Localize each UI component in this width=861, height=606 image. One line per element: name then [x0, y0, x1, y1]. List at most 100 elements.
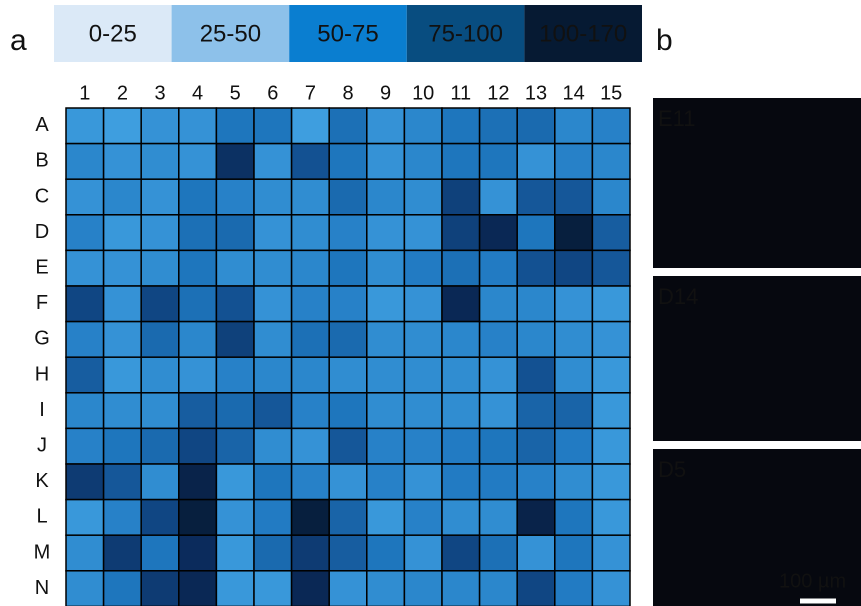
panel-label: a — [10, 24, 27, 57]
row-label: D — [35, 221, 49, 243]
column-label: 12 — [487, 82, 509, 104]
heatmap-cell — [442, 108, 480, 144]
heatmap-cell — [141, 108, 179, 144]
heatmap-cell — [179, 322, 217, 358]
heatmap-cell — [254, 250, 292, 286]
heatmap-cell — [216, 393, 254, 429]
heatmap-cell — [480, 428, 518, 464]
heatmap-cell — [367, 571, 405, 606]
heatmap-cell — [141, 322, 179, 358]
heatmap-cell — [404, 322, 442, 358]
heatmap-cell — [254, 428, 292, 464]
heatmap-cell — [329, 357, 367, 393]
heatmap-cell — [555, 535, 593, 571]
heatmap-cell — [66, 571, 104, 606]
heatmap-cell — [404, 179, 442, 215]
heatmap-cell — [66, 250, 104, 286]
heatmap-cell — [66, 215, 104, 251]
heatmap-cell — [555, 108, 593, 144]
image-label: E11 — [658, 106, 696, 131]
heatmap-cell — [367, 357, 405, 393]
heatmap-cell — [367, 322, 405, 358]
heatmap-cell — [216, 500, 254, 536]
heatmap-cell — [592, 571, 630, 606]
heatmap-cell — [216, 428, 254, 464]
heatmap-cell — [517, 393, 555, 429]
column-label: 14 — [562, 82, 584, 104]
heatmap-cell — [292, 286, 330, 322]
heatmap-cell — [442, 393, 480, 429]
heatmap-cell — [555, 322, 593, 358]
heatmap-cell — [592, 179, 630, 215]
heatmap-cell — [367, 286, 405, 322]
heatmap-cell — [329, 464, 367, 500]
heatmap-cell — [254, 500, 292, 536]
heatmap-cell — [442, 179, 480, 215]
heatmap-cell — [216, 250, 254, 286]
heatmap-cell — [404, 215, 442, 251]
heatmap-cell — [404, 357, 442, 393]
heatmap-cell — [555, 357, 593, 393]
row-label: F — [36, 292, 48, 314]
heatmap-cell — [555, 428, 593, 464]
heatmap-cell — [216, 535, 254, 571]
heatmap-cell — [141, 179, 179, 215]
figure: ab0-2525-5050-7575-100100-17012345678910… — [0, 0, 861, 606]
row-label: K — [35, 470, 49, 492]
heatmap-cell — [517, 571, 555, 606]
column-label: 10 — [412, 82, 434, 104]
heatmap-cell — [179, 464, 217, 500]
heatmap-cell — [104, 179, 142, 215]
heatmap-cell — [66, 500, 104, 536]
heatmap-cell — [292, 500, 330, 536]
heatmap-cell — [329, 250, 367, 286]
heatmap-cell — [442, 250, 480, 286]
legend-label: 100-170 — [539, 20, 627, 47]
heatmap-cell — [216, 357, 254, 393]
scale-bar-label: 100 µm — [779, 570, 846, 592]
heatmap-cell — [367, 108, 405, 144]
heatmap-cell — [179, 357, 217, 393]
column-label: 15 — [600, 82, 622, 104]
heatmap-cell — [329, 108, 367, 144]
row-label: A — [35, 114, 49, 136]
heatmap-cell — [592, 286, 630, 322]
heatmap-cell — [66, 108, 104, 144]
heatmap-cell — [592, 500, 630, 536]
row-label: C — [35, 185, 49, 207]
heatmap-cell — [329, 144, 367, 180]
heatmap-cell — [216, 322, 254, 358]
row-label: I — [39, 399, 45, 421]
heatmap-cell — [517, 215, 555, 251]
heatmap-cell — [517, 322, 555, 358]
heatmap-cell — [179, 500, 217, 536]
heatmap-cell — [104, 500, 142, 536]
heatmap-cell — [404, 571, 442, 606]
heatmap-cell — [292, 322, 330, 358]
heatmap-cell — [179, 535, 217, 571]
heatmap-cell — [179, 215, 217, 251]
heatmap-cell — [480, 286, 518, 322]
column-label: 11 — [450, 82, 471, 104]
heatmap-cell — [254, 286, 292, 322]
heatmap-cell — [367, 393, 405, 429]
heatmap-cell — [66, 179, 104, 215]
heatmap-cell — [442, 215, 480, 251]
heatmap-cell — [292, 250, 330, 286]
heatmap-cell — [442, 535, 480, 571]
row-label: B — [35, 150, 48, 172]
heatmap-cell — [404, 250, 442, 286]
heatmap-cell — [480, 322, 518, 358]
heatmap-cell — [179, 250, 217, 286]
heatmap-cell — [517, 250, 555, 286]
heatmap-cell — [404, 108, 442, 144]
row-label: H — [35, 363, 49, 385]
heatmap-cell — [329, 179, 367, 215]
heatmap-cell — [404, 286, 442, 322]
heatmap-cell — [292, 357, 330, 393]
legend-label: 50-75 — [317, 20, 378, 47]
heatmap-cell — [442, 428, 480, 464]
heatmap-cell — [517, 428, 555, 464]
heatmap-cell — [592, 322, 630, 358]
heatmap-cell — [66, 428, 104, 464]
